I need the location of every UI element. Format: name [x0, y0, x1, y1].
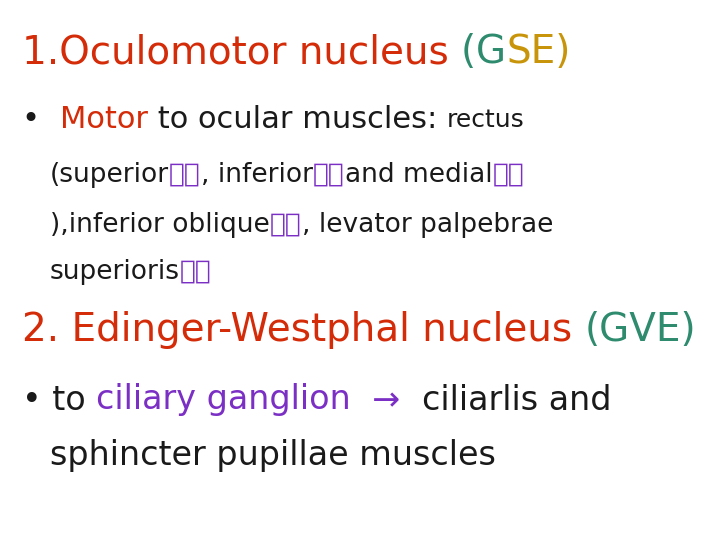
Text: and medial: and medial	[345, 162, 492, 188]
Text: , levator palpebrae: , levator palpebrae	[302, 212, 553, 238]
Text: 同側: 同側	[270, 212, 302, 238]
Text: (GVE): (GVE)	[585, 311, 696, 349]
Text: ),inferior oblique: ),inferior oblique	[50, 212, 270, 238]
Text: , inferior: , inferior	[201, 162, 313, 188]
Text: 2. Edinger-Westphal nucleus: 2. Edinger-Westphal nucleus	[22, 311, 585, 349]
Text: (superior: (superior	[50, 162, 169, 188]
Text: superioris: superioris	[50, 259, 180, 285]
Text: SE): SE)	[506, 33, 571, 71]
Text: 同側: 同側	[492, 162, 524, 188]
Text: 雙側: 雙側	[180, 259, 212, 285]
Text: Motor: Motor	[60, 105, 148, 134]
Text: •: •	[22, 105, 60, 134]
Text: G: G	[476, 33, 506, 71]
Text: (: (	[461, 33, 476, 71]
Text: to ocular muscles:: to ocular muscles:	[148, 105, 446, 134]
Text: ciliarlis and: ciliarlis and	[422, 383, 611, 416]
Text: ciliary ganglion: ciliary ganglion	[96, 383, 351, 416]
Text: 1.Oculomotor nucleus: 1.Oculomotor nucleus	[22, 33, 461, 71]
Text: 同側: 同側	[313, 162, 345, 188]
Text: rectus: rectus	[446, 108, 524, 132]
Text: • to: • to	[22, 383, 96, 416]
Text: 對側: 對側	[169, 162, 201, 188]
Text: →: →	[351, 383, 422, 416]
Text: sphincter pupillae muscles: sphincter pupillae muscles	[50, 438, 496, 471]
